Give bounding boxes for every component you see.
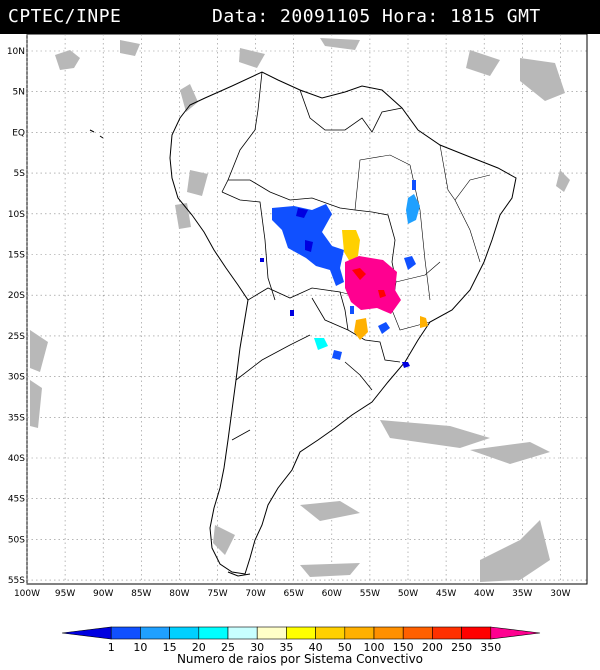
- borders: [221, 71, 403, 441]
- colorbar-segment: [169, 626, 200, 640]
- colorbar-segment: [315, 626, 346, 640]
- colorbar-segment: [198, 626, 229, 640]
- lon-label: 35W: [512, 589, 532, 599]
- colorbar-label: 100: [364, 641, 385, 654]
- lat-label: 20S: [8, 291, 25, 301]
- lat-label: 30S: [8, 373, 25, 383]
- lat-label: 5S: [14, 169, 26, 179]
- lat-label: 25S: [8, 332, 25, 342]
- colorbar-segment: [432, 626, 462, 640]
- colorbar-label: 20: [192, 641, 206, 654]
- org-title: CPTEC/INPE: [8, 6, 122, 27]
- colorbar-label: 10: [133, 641, 147, 654]
- colorbar-label: 30: [250, 641, 264, 654]
- datetime-title: Data: 20091105 Hora: 1815 GMT: [212, 6, 541, 27]
- cluster-blue-para: [404, 180, 416, 270]
- lon-label: 95W: [55, 589, 75, 599]
- colorbar-segment: [286, 626, 316, 640]
- cluster-blue-goias: [406, 194, 420, 224]
- lon-label: 90W: [93, 589, 113, 599]
- cluster-yellow-mato-grosso: [342, 230, 360, 262]
- lon-label: 65W: [284, 589, 304, 599]
- longitude-labels: 100W 95W 90W 85W 80W 75W 70W 65W 60W 55W 50W 45W 40W…: [14, 589, 571, 599]
- lat-label: 10S: [8, 210, 25, 220]
- lon-label: 30W: [550, 589, 570, 599]
- cluster-blue-rio: [260, 258, 410, 368]
- lat-label: 45S: [8, 495, 25, 505]
- colorbar-label: 50: [338, 641, 352, 654]
- legend-colorbar: [61, 626, 541, 640]
- colorbar-label: 15: [163, 641, 177, 654]
- colorbar-segment: [61, 626, 112, 640]
- cluster-red-edge: [352, 268, 386, 298]
- latitude-labels: 10N 5N EQ 5S 10S 15S 20S 25S 30S 35S 40S 45S 50S 55S: [7, 47, 25, 586]
- colorbar-label: 150: [393, 641, 414, 654]
- colorbar-segment: [227, 626, 258, 640]
- lon-label: 40W: [474, 589, 494, 599]
- colorbar-label: 25: [221, 641, 235, 654]
- colorbar-segment: [344, 626, 375, 640]
- header-bar: CPTEC/INPE Data: 20091105 Hora: 1815 GMT: [0, 0, 600, 34]
- lat-label: 10N: [7, 47, 25, 57]
- colorbar-segment: [110, 626, 141, 640]
- lightning-clusters: [260, 180, 428, 368]
- cluster-orange-south: [354, 318, 368, 340]
- lon-label: 75W: [207, 589, 227, 599]
- lon-label: 80W: [169, 589, 189, 599]
- colorbar-segment: [402, 626, 433, 640]
- colorbar-label: 40: [309, 641, 323, 654]
- lon-label: 50W: [398, 589, 418, 599]
- lat-label: 5N: [13, 88, 25, 98]
- map-grid: [26, 34, 587, 584]
- lat-label: EQ: [12, 128, 25, 138]
- colorbar-label: 350: [480, 641, 501, 654]
- lon-label: 100W: [14, 589, 40, 599]
- lon-label: 70W: [245, 589, 265, 599]
- colorbar-segment: [140, 626, 170, 640]
- colorbar-segment: [490, 626, 541, 640]
- lat-label: 40S: [8, 454, 25, 464]
- cluster-blue-small: [296, 208, 313, 252]
- colorbar-label: 35: [279, 641, 293, 654]
- lat-label: 55S: [8, 576, 25, 586]
- lat-label: 15S: [8, 251, 25, 261]
- cloud-cover: [30, 38, 570, 582]
- colorbar-segment: [256, 626, 287, 640]
- lon-label: 55W: [360, 589, 380, 599]
- legend-caption: Numero de raios por Sistema Convectivo: [176, 652, 424, 666]
- cluster-orange-east: [420, 316, 428, 328]
- coastline: [89, 71, 517, 577]
- colorbar-label: 250: [451, 641, 472, 654]
- colorbar-label: 1: [108, 641, 115, 654]
- cluster-cyan-argentina: [314, 338, 328, 350]
- legend-labels: 1 10 15 20 25 30 35 40 50 100 150 200 250 350: [108, 641, 502, 654]
- map-frame: [26, 33, 588, 585]
- lat-label: 35S: [8, 413, 25, 423]
- colorbar-label: 200: [422, 641, 443, 654]
- colorbar-segment: [373, 626, 404, 640]
- lon-label: 45W: [436, 589, 456, 599]
- lon-label: 60W: [322, 589, 342, 599]
- lon-label: 85W: [131, 589, 151, 599]
- lat-label: 50S: [8, 535, 25, 545]
- cluster-blue-parana: [332, 306, 390, 360]
- colorbar-segment: [461, 626, 492, 640]
